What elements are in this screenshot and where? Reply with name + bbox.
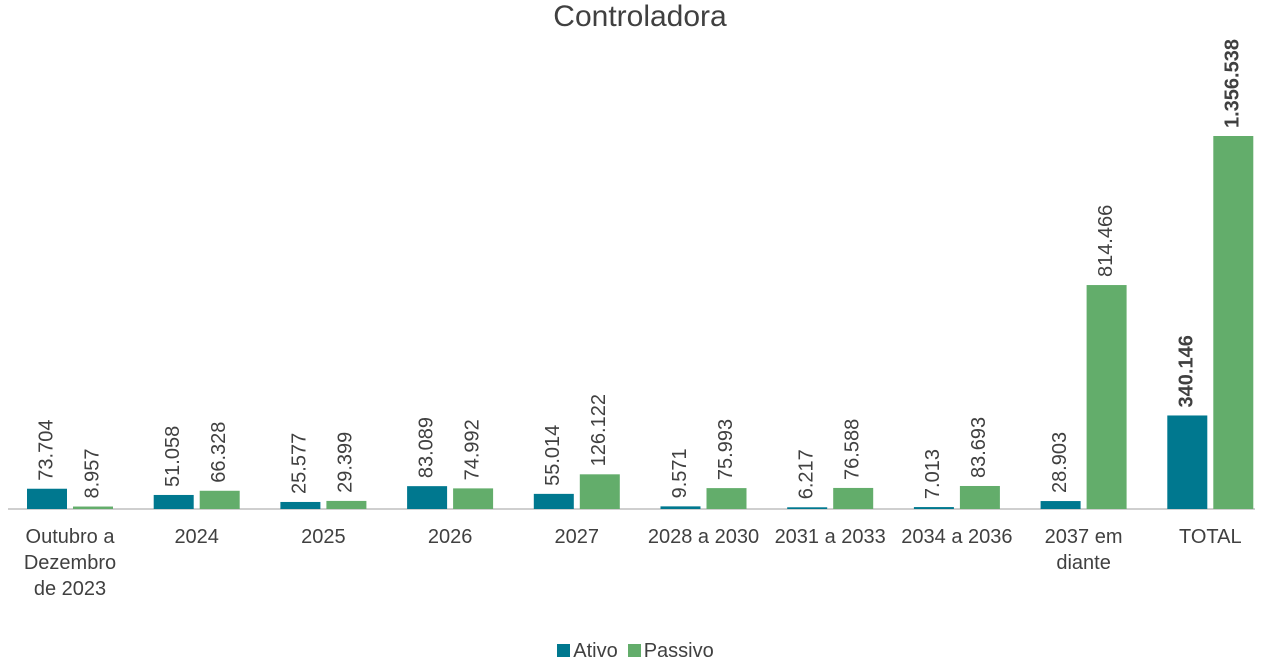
data-label: 9.571 [669,448,691,498]
x-tick-label: 2024 [174,526,219,548]
data-label: 73.704 [35,420,57,481]
data-label: 28.903 [1049,432,1071,493]
data-label: 83.089 [415,417,437,478]
data-label: 51.058 [162,426,184,487]
bar [1086,285,1127,509]
x-tick-label: 2028 a 2030 [647,526,760,548]
x-tick-label: 2031 a 2033 [774,526,886,548]
data-label: 1.356.538 [1222,39,1244,128]
bar [833,487,874,509]
x-tick-label: Outubro a Dezembro de 2023 [23,526,117,600]
x-tick-label: 2026 [427,526,473,548]
bar [199,490,240,509]
chart-title: Controladora [553,0,727,33]
bar [280,501,321,509]
legend-label: Passivo [643,640,714,662]
legend-swatch [557,644,571,657]
x-tick-label: 2034 a 2036 [901,526,1013,548]
data-label: 8.957 [81,448,103,498]
bar [533,493,574,509]
data-label: 66.328 [208,422,230,483]
data-label: 340.146 [1176,335,1198,407]
bar [959,485,1000,509]
bar [407,486,448,509]
bar [1213,136,1254,509]
bar [326,500,367,509]
x-tick-label: TOTAL [1178,526,1242,548]
legend-swatch [627,644,641,657]
x-tick-label: 2025 [301,526,346,548]
bar [27,488,67,509]
data-label: 126.122 [588,394,610,466]
bar [913,507,954,509]
data-label: 7.013 [922,449,944,499]
x-tick-label: 2037 em diante [1044,526,1123,574]
bar [73,506,113,509]
bar [579,474,620,509]
bar [787,507,828,509]
bar [1167,415,1208,509]
bar [660,506,701,509]
data-label: 29.399 [335,432,357,493]
data-label: 75.993 [715,419,737,480]
x-tick-label: 2027 [554,526,600,548]
bar [706,488,747,509]
legend-label: Ativo [573,640,618,662]
data-label: 814.466 [1095,205,1117,277]
bar [1040,501,1081,509]
bar [153,494,194,509]
data-label: 76.588 [841,419,863,480]
data-label: 25.577 [289,433,311,494]
legend: Ativo Passivo [0,640,1261,663]
data-label: 83.693 [968,417,990,478]
data-label: 55.014 [542,425,564,486]
data-label: 74.992 [461,419,483,480]
data-label: 6.217 [795,449,817,499]
bar [453,488,494,509]
